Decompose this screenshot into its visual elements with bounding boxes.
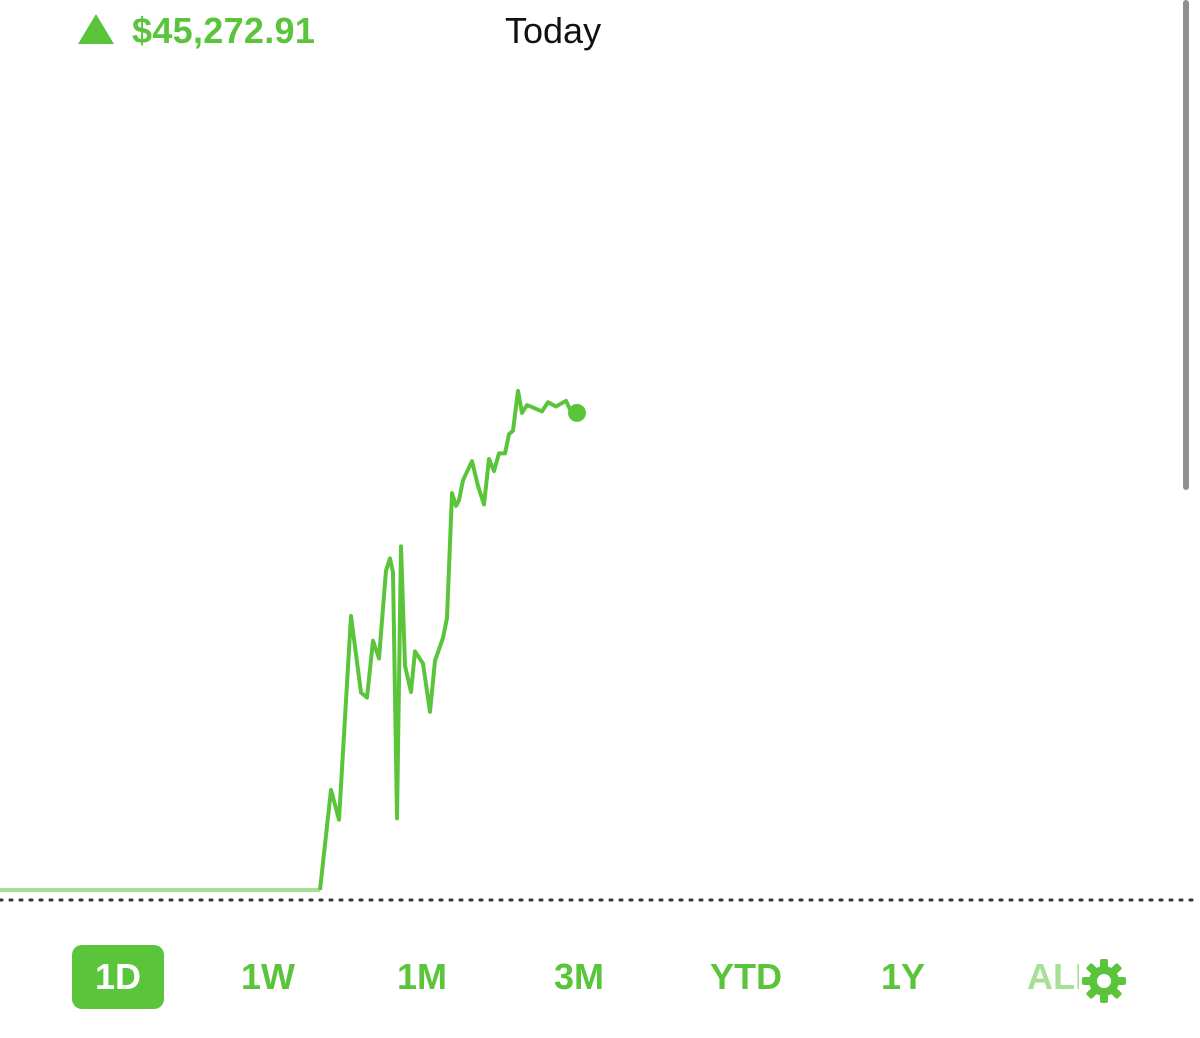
range-option-1d[interactable]: 1D <box>72 945 164 1009</box>
change-value: $45,272.91 <box>132 10 316 51</box>
range-selector: 1D 1W 1M 3M YTD 1Y ALL <box>0 945 1200 1013</box>
range-option-all[interactable]: ALL <box>1027 956 1079 997</box>
period-label: Today <box>505 10 602 51</box>
range-option-1w[interactable]: 1W <box>241 956 295 997</box>
current-price-dot <box>568 403 586 422</box>
up-triangle-icon <box>78 14 114 44</box>
change-header: $45,272.91 <box>78 6 315 56</box>
price-chart[interactable] <box>0 0 1200 940</box>
price-line <box>318 388 578 891</box>
gear-icon[interactable] <box>1080 957 1128 1005</box>
range-option-1y[interactable]: 1Y <box>880 956 926 997</box>
range-option-1m[interactable]: 1M <box>396 956 447 997</box>
range-option-ytd[interactable]: YTD <box>710 956 782 997</box>
scrollbar[interactable] <box>1183 0 1189 490</box>
range-option-3m[interactable]: 3M <box>553 956 604 997</box>
